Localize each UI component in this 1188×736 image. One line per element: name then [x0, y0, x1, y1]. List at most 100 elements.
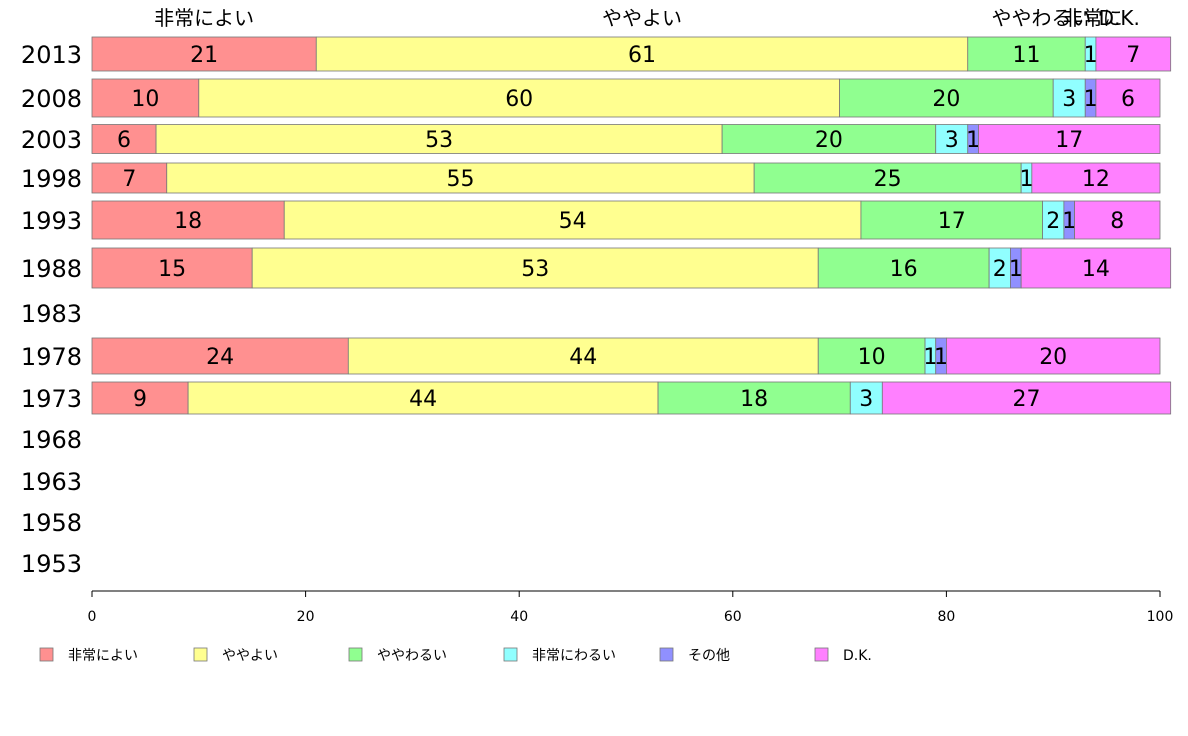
- year-label-1993: 1993: [21, 207, 82, 235]
- bar-1973-6: [881, 381, 1172, 415]
- value-label-1998-2: 55: [446, 167, 474, 192]
- value-label-1998-1: 7: [122, 167, 136, 192]
- value-label-2003-2: 53: [425, 128, 453, 153]
- value-label-1973-1: 9: [133, 387, 147, 412]
- year-label-1998: 1998: [21, 165, 82, 193]
- value-label-2013-3: 11: [1013, 43, 1041, 68]
- value-label-1998-6: 12: [1082, 167, 1110, 192]
- bar-2003-2: [155, 124, 723, 154]
- legend-label-6: D.K.: [843, 648, 872, 664]
- legend-swatch-2: [193, 647, 208, 662]
- x-tick-label-100: 100: [1147, 609, 1174, 625]
- value-label-1978-3: 10: [858, 345, 886, 370]
- value-label-2008-1: 10: [131, 87, 159, 112]
- value-label-1998-3: 25: [874, 167, 902, 192]
- value-label-2008-6: 6: [1121, 87, 1135, 112]
- year-label-2003: 2003: [21, 126, 82, 154]
- bar-1978-2: [347, 337, 819, 375]
- legend-swatch-6: [814, 647, 829, 662]
- value-label-1988-3: 16: [890, 257, 918, 282]
- bar-1988-2: [251, 247, 819, 289]
- bar-2003-3: [721, 124, 937, 154]
- value-label-2008-4: 3: [1062, 87, 1076, 112]
- top-label-4: 非常に: [1063, 6, 1123, 30]
- top-label-5: D.K.: [1099, 6, 1140, 30]
- year-label-1988: 1988: [21, 255, 82, 283]
- bar-2013-2: [315, 36, 969, 72]
- top-label-2: ややよい: [602, 6, 682, 30]
- bar-1998-6: [1031, 162, 1161, 194]
- top-label-1: 非常によい: [154, 6, 254, 30]
- year-label-2008: 2008: [21, 85, 82, 113]
- bar-1973-1: [91, 381, 189, 415]
- top-label-3: ややわるい: [992, 6, 1092, 30]
- value-label-2003-3: 20: [815, 128, 843, 153]
- value-label-1993-4: 2: [1046, 209, 1060, 234]
- bar-2008-3: [839, 78, 1054, 118]
- value-label-2008-3: 20: [932, 87, 960, 112]
- legend-label-5: その他: [688, 648, 730, 664]
- bar-2008-6: [1095, 78, 1161, 118]
- value-label-1978-2: 44: [569, 345, 597, 370]
- value-label-1988-1: 15: [158, 257, 186, 282]
- year-label-1958: 1958: [21, 509, 82, 537]
- legend-swatch-3: [348, 647, 363, 662]
- value-label-1993-5: 1: [1062, 209, 1076, 234]
- x-tick-label-20: 20: [297, 609, 315, 625]
- legend-label-2: ややよい: [222, 648, 278, 664]
- bar-2008-4: [1052, 78, 1086, 118]
- value-label-1993-6: 8: [1110, 209, 1124, 234]
- bar-1998-1: [91, 162, 168, 194]
- year-label-1963: 1963: [21, 468, 82, 496]
- year-label-1978: 1978: [21, 343, 82, 371]
- bar-2003-6: [978, 124, 1161, 154]
- bar-1988-6: [1020, 247, 1172, 289]
- value-label-2003-6: 17: [1055, 128, 1083, 153]
- value-label-2013-4: 1: [1084, 43, 1098, 68]
- bar-1998-2: [166, 162, 755, 194]
- legend-label-3: ややわるい: [377, 648, 447, 664]
- value-label-1988-5: 1: [1009, 257, 1023, 282]
- value-label-1978-5: 1: [934, 345, 948, 370]
- legend-label-4: 非常にわるい: [532, 648, 616, 664]
- value-label-1973-3: 18: [740, 387, 768, 412]
- value-label-1988-6: 14: [1082, 257, 1110, 282]
- value-label-1993-2: 54: [559, 209, 587, 234]
- year-label-1968: 1968: [21, 426, 82, 454]
- legend-swatch-5: [659, 647, 674, 662]
- value-label-1973-4: 3: [859, 387, 873, 412]
- legend-swatch-1: [39, 647, 54, 662]
- bar-1998-3: [753, 162, 1022, 194]
- bar-2008-2: [198, 78, 840, 118]
- bar-2008-1: [91, 78, 200, 118]
- value-label-1978-6: 20: [1039, 345, 1067, 370]
- bar-2013-3: [967, 36, 1086, 72]
- bar-1993-3: [860, 200, 1043, 240]
- bar-1988-3: [817, 247, 990, 289]
- value-label-2003-1: 6: [117, 128, 131, 153]
- value-label-1978-1: 24: [206, 345, 234, 370]
- value-label-1993-1: 18: [174, 209, 202, 234]
- year-label-1953: 1953: [21, 550, 82, 578]
- value-label-2008-2: 60: [505, 87, 533, 112]
- bar-1993-6: [1074, 200, 1161, 240]
- value-label-1988-2: 53: [521, 257, 549, 282]
- bar-2013-1: [91, 36, 317, 72]
- value-label-2008-5: 1: [1084, 87, 1098, 112]
- year-label-2013: 2013: [21, 41, 82, 69]
- value-label-1998-4: 1: [1020, 167, 1034, 192]
- year-label-1973: 1973: [21, 385, 82, 413]
- x-tick-label-80: 80: [937, 609, 955, 625]
- x-tick-label-60: 60: [724, 609, 742, 625]
- bar-1973-2: [187, 381, 659, 415]
- bar-1988-1: [91, 247, 253, 289]
- bar-1973-4: [849, 381, 883, 415]
- bar-2013-6: [1095, 36, 1172, 72]
- x-tick-label-40: 40: [510, 609, 528, 625]
- bar-2003-4: [935, 124, 969, 154]
- value-label-1973-6: 27: [1013, 387, 1041, 412]
- value-label-2013-6: 7: [1126, 43, 1140, 68]
- year-label-1983: 1983: [21, 300, 82, 328]
- value-label-2013-1: 21: [190, 43, 218, 68]
